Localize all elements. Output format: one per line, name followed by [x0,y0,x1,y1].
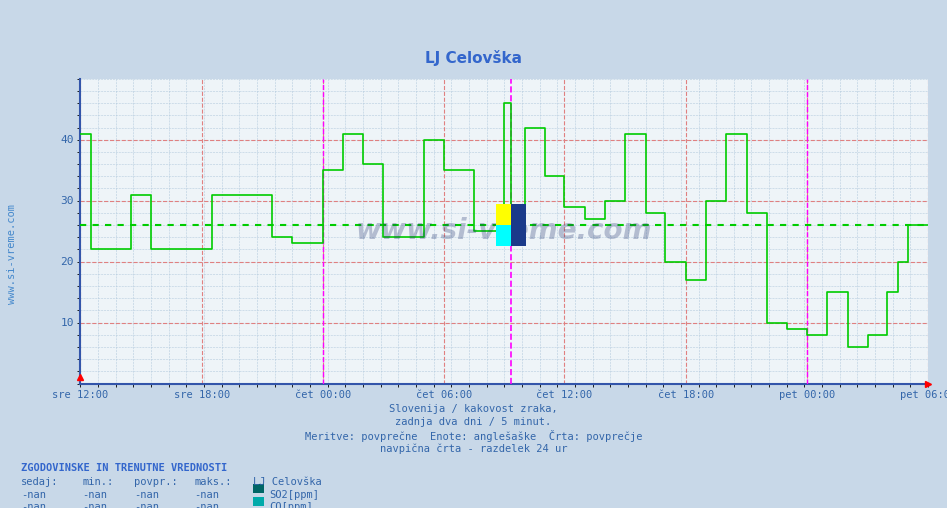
Text: LJ Celovška: LJ Celovška [253,477,322,487]
Text: čet 18:00: čet 18:00 [657,390,714,400]
Text: -nan: -nan [21,490,45,500]
Bar [496,204,511,225]
Text: -nan: -nan [194,502,219,508]
Text: pet 06:00: pet 06:00 [900,390,947,400]
Text: -nan: -nan [82,502,107,508]
Text: www.si-vreme.com: www.si-vreme.com [8,204,17,304]
Text: 10: 10 [61,318,74,328]
Text: zadnja dva dni / 5 minut.: zadnja dva dni / 5 minut. [396,417,551,427]
Text: sre 18:00: sre 18:00 [173,390,230,400]
Text: sedaj:: sedaj: [21,477,59,487]
Bar [496,225,511,246]
Text: -nan: -nan [194,490,219,500]
Text: sre 12:00: sre 12:00 [52,390,109,400]
Text: -nan: -nan [21,502,45,508]
Text: -nan: -nan [134,490,159,500]
Text: povpr.:: povpr.: [134,477,178,487]
Text: www.si-vreme.com: www.si-vreme.com [356,217,652,245]
Text: navpična črta - razdelek 24 ur: navpična črta - razdelek 24 ur [380,443,567,454]
Text: -nan: -nan [82,490,107,500]
Text: 30: 30 [61,196,74,206]
Text: pet 00:00: pet 00:00 [778,390,835,400]
Text: SO2[ppm]: SO2[ppm] [269,490,319,500]
Text: min.:: min.: [82,477,114,487]
Bar [511,204,527,246]
Text: 20: 20 [61,257,74,267]
Text: Slovenija / kakovost zraka,: Slovenija / kakovost zraka, [389,404,558,414]
Text: čet 00:00: čet 00:00 [295,390,351,400]
Text: maks.:: maks.: [194,477,232,487]
Text: -nan: -nan [134,502,159,508]
Text: čet 12:00: čet 12:00 [536,390,593,400]
Text: 40: 40 [61,135,74,145]
Text: Meritve: povprečne  Enote: anglešaške  Črta: povprečje: Meritve: povprečne Enote: anglešaške Črt… [305,430,642,442]
Text: LJ Celovška: LJ Celovška [425,50,522,66]
Text: ZGODOVINSKE IN TRENUTNE VREDNOSTI: ZGODOVINSKE IN TRENUTNE VREDNOSTI [21,463,227,473]
Text: čet 06:00: čet 06:00 [416,390,473,400]
Text: CO[ppm]: CO[ppm] [269,502,313,508]
